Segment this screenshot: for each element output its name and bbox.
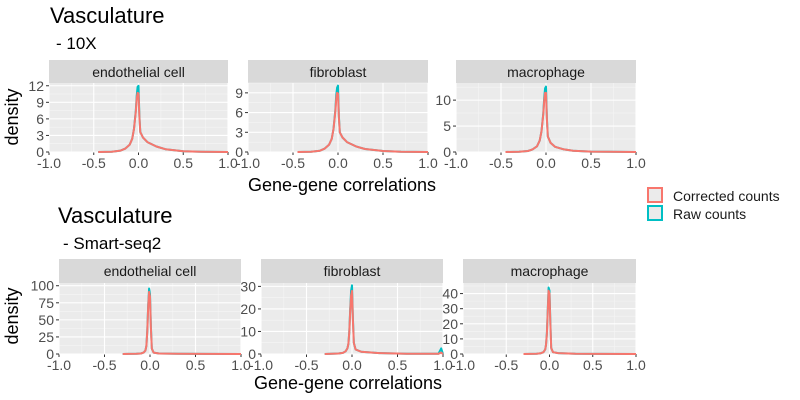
y-tick-label: 0 [248,346,256,362]
y-tick-label: 10 [442,331,458,347]
facet-strip [248,60,428,83]
chart-title-10x: Vasculature [50,3,165,28]
legend-label-corrected: Corrected counts [673,188,780,204]
x-tick-label: -0.5 [82,155,106,171]
chart-10x: endothelial cell-1.0 -0.5 0.0 0.5 1.0036912f… [28,60,646,171]
x-tick-label: 0.0 [129,155,149,171]
facet-strip [59,259,241,283]
facet-strip-label: macrophage [511,263,589,279]
y-tick-label: 100 [31,278,55,294]
x-tick-label: -1.0 [47,357,71,373]
x-tick-label: 0.5 [388,357,408,373]
x-tick-label: 1.0 [231,357,251,373]
y-tick-label: 5 [443,118,451,134]
y-tick-label: 9 [36,94,44,110]
facet-panel: fibroblast -1.0 -0.5 0.0 0.5 1.0 0 3 6 9 [235,60,438,171]
x-tick-label: -0.5 [489,155,513,171]
x-tick-label: -1.0 [37,155,61,171]
x-tick-label: -1.0 [249,357,273,373]
y-tick-label: 12 [28,78,44,94]
chart-title-smartseq2: Vasculature [58,203,173,228]
density-line-corrected [523,289,637,355]
x-tick-label: 0.0 [540,357,560,373]
y-tick-label: 30 [442,301,458,317]
x-tick-label: 1.0 [626,357,646,373]
x-axis-label-10x: Gene-gene correlations [248,175,436,195]
y-axis-label-10x: density [2,88,22,145]
facet-panel: endothelial cell -1.0 -0.5 0.0 0.5 1.0 0255075… [31,259,251,373]
facet-strip-label: fibroblast [310,64,367,80]
x-tick-label: 0.5 [186,357,206,373]
y-tick-label: 6 [235,105,243,121]
density-line-corrected [122,290,242,355]
y-tick-label: 75 [38,295,54,311]
y-tick-label: 40 [442,286,458,302]
facet-panel: macrophage -1.0 -0.5 0.0 0.5 1.0 0 5 10 [435,60,646,171]
y-tick-label: 0 [36,144,44,160]
x-axis-label-smartseq2: Gene-gene correlations [254,373,442,393]
y-tick-label: 30 [240,278,256,294]
facet-strip-label: fibroblast [324,263,381,279]
y-tick-label: 3 [36,127,44,143]
legend-key-corrected [647,187,663,203]
x-tick-label: 0.0 [536,155,556,171]
x-tick-label: 1.0 [626,155,646,171]
density-line-corrected [324,289,444,355]
x-tick-label: 0.5 [583,357,603,373]
facet-strip [49,60,228,83]
density-line-corrected [505,91,637,153]
facet-strip-label: endothelial cell [104,263,197,279]
x-tick-label: 0.5 [174,155,194,171]
y-tick-label: 50 [38,312,54,328]
y-tick-label: 20 [442,316,458,332]
facet-strip-label: endothelial cell [92,64,185,80]
y-tick-label: 9 [235,85,243,101]
density-line-corrected [297,91,429,153]
legend-key-raw [647,205,663,221]
x-tick-label: 1.0 [433,357,453,373]
x-tick-label: -0.5 [92,357,116,373]
facet-strip [261,259,443,283]
y-tick-label: 6 [36,111,44,127]
x-tick-label: -0.5 [294,357,318,373]
chart-subtitle-smartseq2: - Smart-seq2 [63,234,161,253]
facet-strip [456,60,636,83]
y-axis-label-smartseq2: density [2,287,22,344]
chart-subtitle-10x: - 10X [56,34,97,53]
facet-strip [463,259,636,283]
y-tick-label: 0 [46,346,54,362]
density-line-corrected [98,91,229,153]
y-tick-label: 25 [38,329,54,345]
y-tick-label: 10 [435,92,451,108]
x-tick-label: -1.0 [444,155,468,171]
x-tick-label: 0.5 [581,155,601,171]
facet-strip-label: macrophage [507,64,585,80]
x-tick-label: 0.0 [342,357,362,373]
y-tick-label: 3 [235,124,243,140]
x-tick-label: 1.0 [418,155,438,171]
x-tick-label: -0.5 [281,155,305,171]
y-tick-label: 0 [450,346,458,362]
x-tick-label: 0.5 [373,155,393,171]
x-tick-label: -1.0 [236,155,260,171]
x-tick-label: 0.0 [328,155,348,171]
x-tick-label: 1.0 [218,155,238,171]
y-tick-label: 20 [240,301,256,317]
facet-panel: fibroblast -1.0 -0.5 0.0 0.5 1.0 0 10 20 30 [240,259,453,373]
y-tick-label: 10 [240,323,256,339]
y-tick-label: 0 [443,144,451,160]
x-tick-label: -1.0 [451,357,475,373]
legend: Corrected counts Raw counts [647,187,780,222]
x-tick-label: -0.5 [494,357,518,373]
legend-label-raw: Raw counts [673,206,746,222]
y-tick-label: 0 [235,144,243,160]
chart-smartseq2: endothelial cell-1.0 -0.5 0.0 0.5 1.00255075… [31,259,646,373]
x-tick-label: 0.0 [140,357,160,373]
